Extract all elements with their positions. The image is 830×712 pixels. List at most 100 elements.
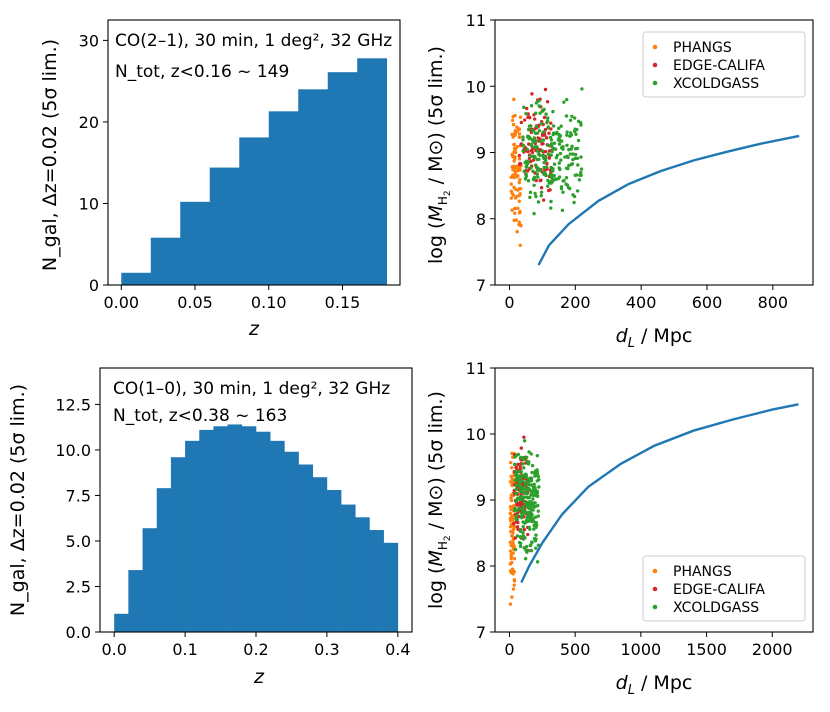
- scatter-bottom-point-xcoldgass: [527, 479, 531, 484]
- hist-top-bar: [180, 201, 211, 285]
- scatter-top-ytick-label: 10: [466, 77, 486, 96]
- scatter-top-point-xcoldgass: [521, 138, 525, 142]
- scatter-bottom-point-phangs: [513, 525, 517, 529]
- hist-top-panel: 0.00 0.05 0.10 0.15 0 10 20 30 CO(2–1), 30 min,…: [39, 19, 401, 340]
- scatter-bottom-point-xcoldgass: [523, 557, 528, 561]
- hist-top-ytick-label: 30: [79, 31, 99, 50]
- scatter-bottom-point-xcoldgass: [533, 523, 538, 527]
- hist-top-ylabel: N_gal, Δz=0.02 (5σ lim.): [39, 39, 61, 271]
- scatter-bottom-point-xcoldgass: [528, 527, 532, 531]
- scatter-top-point-edge-califa: [517, 153, 522, 158]
- scatter-bottom-xtick-label: 0: [504, 640, 514, 659]
- scatter-top-point-xcoldgass: [574, 173, 579, 177]
- scatter-top-point-phangs: [515, 165, 519, 170]
- scatter-top-point-xcoldgass: [579, 170, 583, 175]
- scatter-top-point-phangs: [518, 115, 523, 119]
- scatter-bottom-point-phangs: [508, 562, 513, 566]
- scatter-bottom-point-xcoldgass: [529, 548, 534, 553]
- hist-top-bar: [327, 72, 358, 285]
- hist-bottom-bar: [383, 542, 399, 632]
- scatter-bottom-point-xcoldgass: [521, 531, 525, 535]
- scatter-bottom-point-phangs: [509, 474, 513, 479]
- scatter-bottom-point-phangs: [509, 534, 514, 538]
- scatter-top-point-xcoldgass: [567, 147, 571, 152]
- scatter-top-legend-edge: EDGE-CALIFA: [673, 58, 765, 74]
- scatter-bottom-ytick-label: 9: [476, 491, 486, 510]
- scatter-top-point-phangs: [512, 159, 516, 163]
- scatter-top-point-phangs: [514, 129, 518, 133]
- scatter-top-point-xcoldgass: [579, 173, 583, 177]
- scatter-bottom-ytick-label: 10: [466, 425, 486, 444]
- scatter-top-point-phangs: [515, 230, 519, 234]
- hist-bottom-ylabel: N_gal, Δz=0.02 (5σ lim.): [7, 384, 29, 616]
- scatter-bottom-point-xcoldgass: [518, 497, 522, 502]
- scatter-bottom-point-edge-califa: [516, 462, 520, 467]
- hist-top-xtick-label: 0.05: [177, 293, 213, 312]
- scatter-bottom-point-xcoldgass: [529, 493, 533, 497]
- scatter-top-point-xcoldgass: [579, 155, 583, 159]
- hist-bottom-ytick-label: 12.5: [55, 395, 91, 414]
- hist-bottom-xtick-label: 0.0: [101, 640, 126, 659]
- scatter-bottom-point-xcoldgass: [530, 463, 535, 468]
- scatter-top-point-xcoldgass: [544, 173, 548, 178]
- scatter-bottom-point-xcoldgass: [532, 527, 536, 531]
- hist-top-bar: [357, 58, 388, 286]
- scatter-top-point-xcoldgass: [551, 131, 556, 135]
- scatter-top-xtick-label: 400: [626, 293, 657, 312]
- hist-top-bar: [121, 272, 152, 285]
- scatter-top-point-xcoldgass: [559, 124, 563, 128]
- scatter-top-point-xcoldgass: [532, 211, 536, 216]
- scatter-top-point-edge-califa: [547, 149, 552, 153]
- scatter-bottom-point-xcoldgass: [514, 472, 519, 477]
- hist-top-bar: [298, 89, 329, 285]
- scatter-top-point-xcoldgass: [530, 144, 534, 148]
- scatter-top-point-xcoldgass: [579, 167, 584, 171]
- scatter-top-xtick-label: 800: [758, 293, 789, 312]
- scatter-top-point-xcoldgass: [526, 127, 531, 132]
- scatter-bottom-point-xcoldgass: [525, 491, 529, 496]
- hist-bottom-bar: [326, 489, 342, 632]
- scatter-top-point-edge-califa: [523, 118, 527, 122]
- scatter-top-point-xcoldgass: [551, 167, 555, 171]
- scatter-bottom-point-phangs: [511, 551, 515, 555]
- scatter-top-point-xcoldgass: [546, 184, 550, 188]
- scatter-top-point-xcoldgass: [533, 145, 537, 149]
- scatter-bottom-point-xcoldgass: [526, 462, 531, 466]
- scatter-top-point-edge-califa: [544, 136, 549, 140]
- scatter-top-xlabel: dL / Mpc: [616, 325, 693, 351]
- scatter-bottom-point-xcoldgass: [515, 517, 519, 522]
- scatter-top-point-xcoldgass: [540, 121, 544, 126]
- scatter-top-point-edge-califa: [539, 178, 543, 182]
- scatter-top-point-phangs: [513, 187, 517, 191]
- scatter-top-point-phangs: [511, 173, 515, 177]
- scatter-top-point-phangs: [513, 206, 517, 211]
- scatter-top-point-phangs: [515, 125, 519, 129]
- scatter-bottom-point-xcoldgass: [519, 541, 523, 546]
- scatter-bottom-point-phangs: [512, 556, 517, 561]
- scatter-top-point-xcoldgass: [534, 194, 538, 199]
- scatter-bottom-point-xcoldgass: [526, 486, 531, 491]
- hist-top-ytick-label: 20: [79, 113, 99, 132]
- scatter-top-point-edge-califa: [547, 156, 552, 160]
- scatter-bottom-point-phangs: [510, 529, 514, 534]
- scatter-bottom-point-phangs: [509, 543, 513, 548]
- hist-bottom-bars: [114, 424, 399, 632]
- scatter-bottom-point-xcoldgass: [520, 473, 525, 478]
- scatter-top-point-xcoldgass: [526, 179, 531, 183]
- scatter-top-point-edge-califa: [546, 188, 551, 193]
- scatter-top-point-xcoldgass: [552, 177, 556, 181]
- scatter-top-point-xcoldgass: [535, 165, 540, 170]
- scatter-top-point-xcoldgass: [578, 121, 583, 125]
- scatter-bottom-point-xcoldgass: [532, 493, 537, 497]
- hist-bottom-ytick-label: 2.5: [66, 577, 91, 596]
- scatter-top-point-xcoldgass: [521, 149, 525, 153]
- scatter-top-point-edge-califa: [549, 127, 553, 131]
- scatter-top-point-xcoldgass: [566, 155, 570, 160]
- hist-bottom-ytick-label: 7.5: [66, 486, 91, 505]
- scatter-top-point-xcoldgass: [541, 138, 546, 142]
- scatter-top-point-edge-califa: [547, 131, 551, 135]
- scatter-bottom-point-phangs: [508, 511, 513, 516]
- scatter-top-point-phangs: [510, 132, 514, 137]
- scatter-top-points: [509, 87, 584, 248]
- hist-top-xtick-label: 0.15: [325, 293, 361, 312]
